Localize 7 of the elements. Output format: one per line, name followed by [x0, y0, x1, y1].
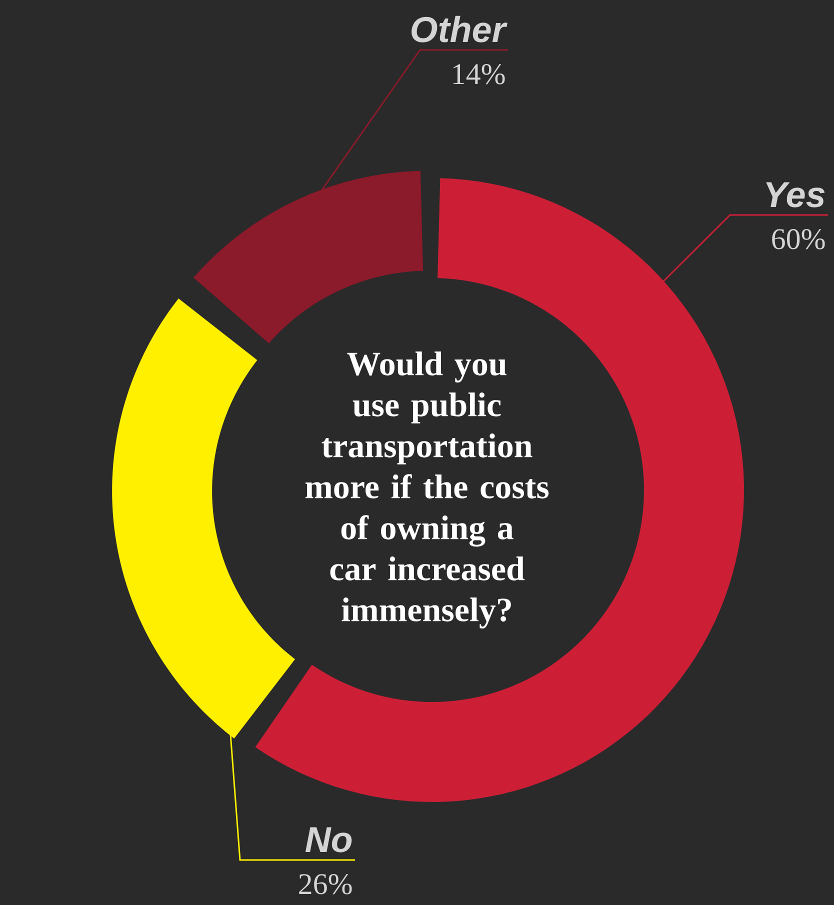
data-label: 14%	[453, 64, 505, 84]
slice-label: Yes	[766, 182, 825, 208]
data-label: 60%	[772, 229, 825, 250]
slice-label: No	[305, 827, 352, 852]
text: Would you use public transportation more if the costs of owning a car increased immensely?	[305, 352, 549, 628]
data-label: 26%	[299, 874, 352, 894]
slice-label: Other	[412, 16, 508, 42]
